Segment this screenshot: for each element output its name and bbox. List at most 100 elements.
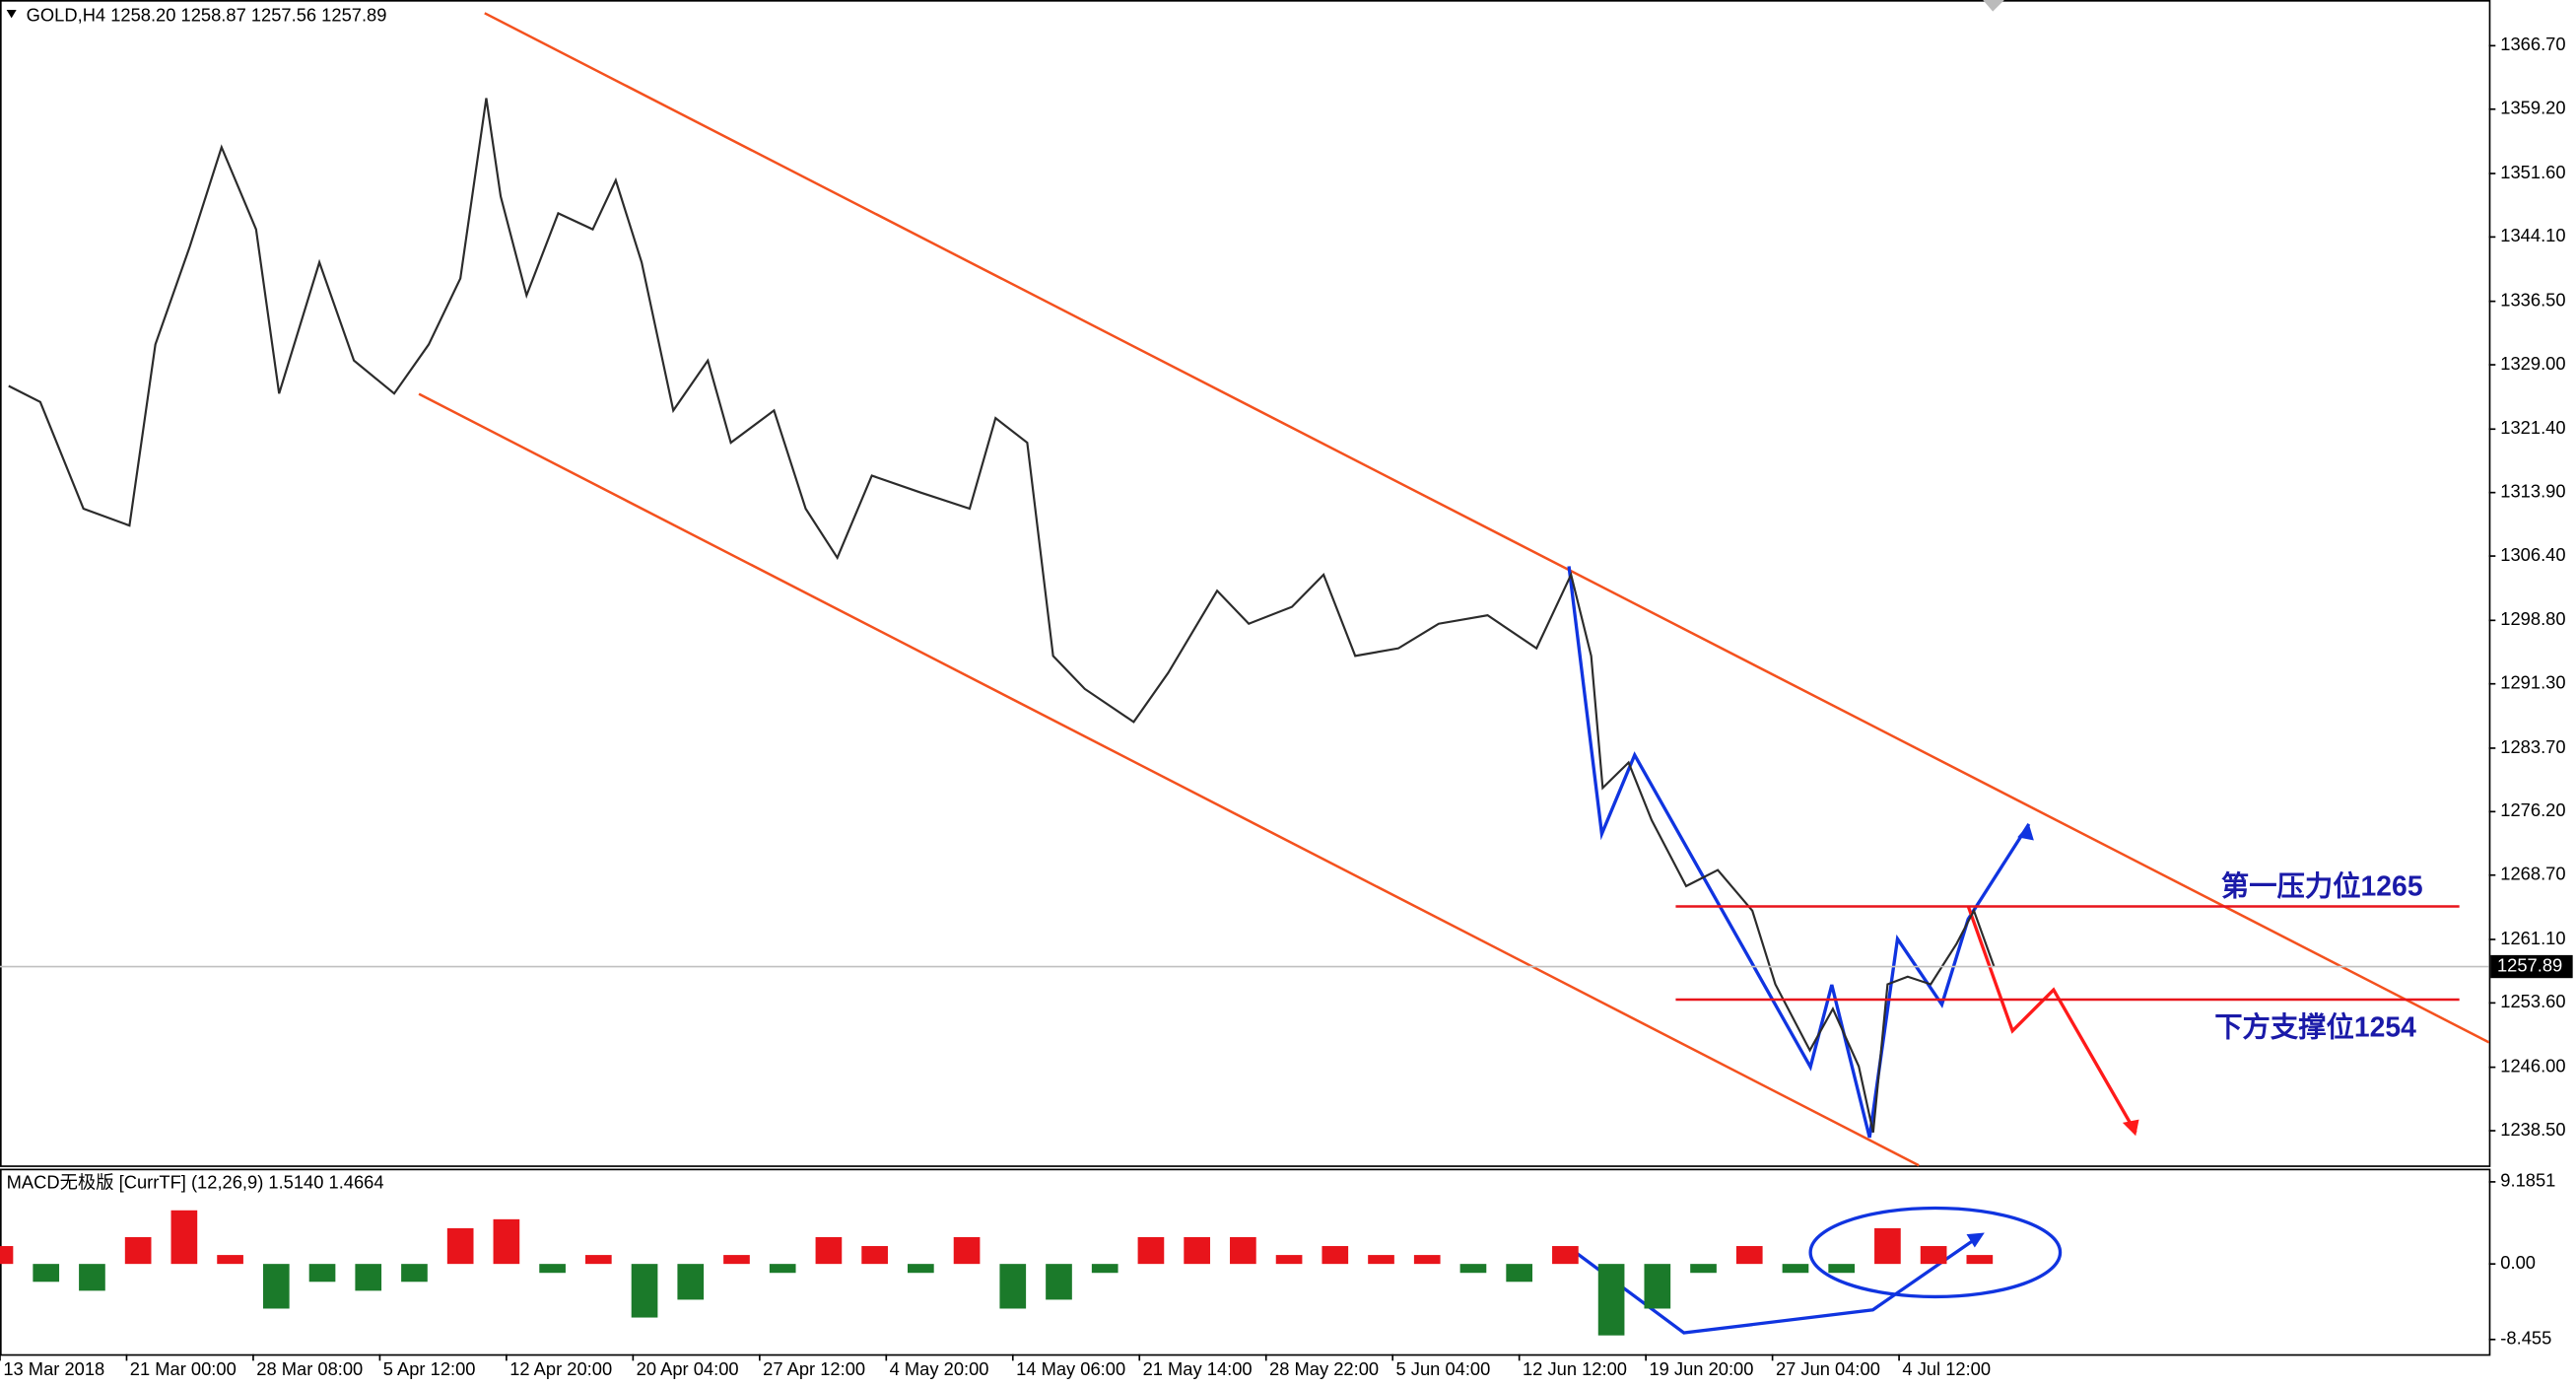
macd-bar: [1368, 1255, 1394, 1265]
y-tick-label: 1366.70: [2500, 34, 2565, 54]
macd-bar: [124, 1236, 152, 1265]
y-tick-label: 1321.40: [2500, 417, 2565, 438]
y-tick-label: 1246.00: [2500, 1055, 2565, 1075]
macd-bar: [1552, 1246, 1579, 1265]
y-tick-label: 1268.70: [2500, 864, 2565, 884]
macd-bar: [1597, 1264, 1625, 1336]
macd-bar: [1322, 1246, 1349, 1265]
y-tick-label: 1329.00: [2500, 353, 2565, 374]
macd-bar: [1690, 1264, 1717, 1274]
x-tick-label: 28 Mar 08:00: [256, 1358, 363, 1379]
macd-bar: [1184, 1236, 1210, 1265]
macd-bar: [446, 1227, 474, 1265]
x-tick-label: 5 Jun 04:00: [1396, 1358, 1491, 1379]
macd-bar: [493, 1218, 520, 1265]
x-tick-label: 5 Apr 12:00: [383, 1358, 476, 1379]
x-tick-label: 14 May 06:00: [1016, 1358, 1125, 1379]
last-price-label: 1257.89: [2497, 954, 2562, 975]
macd-bar: [401, 1264, 428, 1283]
menu-arrow[interactable]: [6, 9, 17, 19]
macd-arrow: [1568, 1234, 1981, 1335]
macd-bar: [723, 1255, 750, 1265]
macd-bar: [1275, 1255, 1303, 1265]
y-tick-label: 1276.20: [2500, 799, 2565, 820]
x-tick-label: 13 Mar 2018: [3, 1358, 104, 1379]
macd-bar: [1644, 1264, 1671, 1309]
main-panel: [0, 0, 2491, 1167]
x-tick-label: 20 Apr 04:00: [637, 1358, 739, 1379]
x-tick-label: 4 Jul 12:00: [1902, 1358, 1991, 1379]
x-tick-label: 21 Mar 00:00: [130, 1358, 237, 1379]
macd-bar: [953, 1236, 981, 1265]
y-tick-label: 1359.20: [2500, 98, 2565, 118]
macd-bar: [1459, 1264, 1487, 1274]
macd-bar: [1782, 1264, 1809, 1274]
macd-bar: [1506, 1264, 1533, 1283]
macd-bar: [539, 1264, 566, 1274]
x-tick-label: 27 Apr 12:00: [763, 1358, 865, 1379]
macd-bar: [1966, 1255, 1994, 1265]
y-tick-label: 1253.60: [2500, 991, 2565, 1011]
macd-bar: [584, 1255, 612, 1265]
macd-bar: [908, 1264, 934, 1274]
y-tick-label: 1344.10: [2500, 225, 2565, 245]
channel-lower: [418, 392, 1920, 1167]
arrow-head: [1966, 1232, 1985, 1248]
level-label: 第一压力位1265: [2221, 870, 2423, 903]
arrow-head: [2122, 1119, 2139, 1137]
price-line: [8, 98, 1996, 1133]
channel-upper: [484, 12, 2490, 1044]
macd-bar: [1828, 1264, 1856, 1274]
forecast-up: [1567, 566, 2031, 1139]
macd-bar: [1230, 1236, 1256, 1265]
macd-bar: [33, 1264, 60, 1283]
x-tick-label: 28 May 22:00: [1269, 1358, 1379, 1379]
macd-bar: [355, 1264, 382, 1291]
arrow-head: [2017, 823, 2034, 841]
x-tick-label: 4 May 20:00: [890, 1358, 989, 1379]
chart-title: GOLD,H4 1258.20 1258.87 1257.56 1257.89: [27, 5, 387, 26]
macd-bar: [1091, 1264, 1119, 1274]
macd-bar: [1137, 1236, 1165, 1265]
macd-bar: [1920, 1246, 1947, 1265]
macd-bar: [1046, 1264, 1072, 1300]
y-tick-label: -8.455: [2500, 1328, 2551, 1349]
macd-bar: [815, 1236, 843, 1265]
last-price-box: [2490, 954, 2573, 979]
x-tick-label: 27 Jun 04:00: [1776, 1358, 1880, 1379]
macd-bar: [861, 1246, 888, 1265]
x-tick-label: 12 Apr 20:00: [509, 1358, 612, 1379]
macd-bar: [79, 1264, 105, 1291]
y-tick-label: 1261.10: [2500, 928, 2565, 948]
macd-title: MACD无极版 [CurrTF] (12,26,9) 1.5140 1.4664: [7, 1171, 384, 1192]
forecast-down: [1966, 905, 2137, 1134]
level-label: 下方支撑位1254: [2214, 1010, 2416, 1043]
macd-bar: [769, 1264, 796, 1274]
x-tick-label: 19 Jun 20:00: [1649, 1358, 1753, 1379]
x-tick-label: 12 Jun 12:00: [1523, 1358, 1627, 1379]
y-tick-label: 1306.40: [2500, 544, 2565, 565]
macd-bar: [1735, 1246, 1763, 1265]
macd-bar: [262, 1264, 290, 1309]
y-tick-label: 1291.30: [2500, 672, 2565, 693]
y-tick-label: 9.1851: [2500, 1170, 2555, 1191]
y-tick-label: 1336.50: [2500, 289, 2565, 310]
macd-bar: [170, 1210, 198, 1265]
y-tick-label: 0.00: [2500, 1252, 2536, 1273]
macd-bar: [0, 1246, 14, 1265]
x-tick-label: 21 May 14:00: [1143, 1358, 1253, 1379]
y-tick-label: 1351.60: [2500, 162, 2565, 182]
y-tick-label: 1283.70: [2500, 736, 2565, 757]
macd-highlight: [1808, 1206, 2063, 1299]
y-tick-label: 1313.90: [2500, 481, 2565, 502]
macd-bar: [1413, 1255, 1441, 1265]
macd-bar: [217, 1255, 243, 1265]
y-tick-label: 1298.80: [2500, 608, 2565, 629]
macd-bar: [677, 1264, 705, 1300]
macd-bar: [308, 1264, 336, 1283]
macd-bar: [631, 1264, 658, 1318]
scroll-marker[interactable]: [1983, 0, 2004, 12]
y-tick-label: 1238.50: [2500, 1119, 2565, 1140]
